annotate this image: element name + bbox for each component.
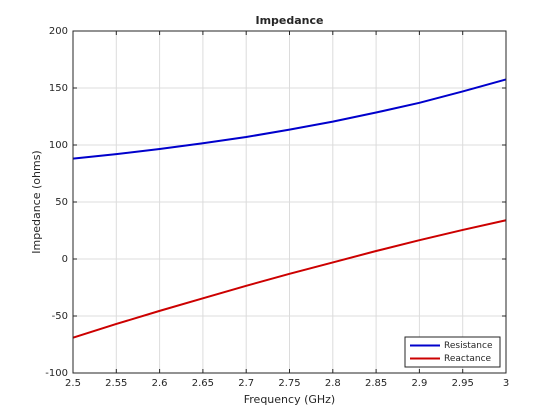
y-tick-label: 0 [62,254,68,265]
line-series [72,219,507,339]
x-tick-label: 2.9 [411,378,427,389]
y-tick-label: -50 [52,311,68,322]
x-tick-label: 2.7 [238,378,254,389]
x-tick-label: 2.8 [325,378,341,389]
legend-box [404,336,501,368]
legend-label: Reactance [444,354,492,364]
x-tick-label: 2.55 [105,378,127,389]
legend-label: Resistance [444,341,493,351]
chart-title: Impedance [256,14,324,27]
y-tick-label: 200 [49,26,68,37]
x-tick-label: 3 [503,378,509,389]
lines [72,78,507,339]
x-tick-label: 2.85 [365,378,387,389]
y-tick-label: 100 [49,140,68,151]
x-tick-label: 2.5 [65,378,81,389]
y-tick-label: -100 [45,368,68,379]
y-tick-label: 150 [49,83,68,94]
legend: Resistance Reactance [404,336,501,368]
x-axis-label: Frequency (GHz) [244,393,335,406]
x-tick-label: 2.95 [452,378,474,389]
y-axis-label: Impedance (ohms) [30,150,43,253]
x-tick-label: 2.6 [152,378,168,389]
y-tick-label: 50 [55,197,68,208]
x-tick-label: 2.65 [192,378,214,389]
line-series [72,78,507,160]
x-tick-label: 2.75 [278,378,300,389]
